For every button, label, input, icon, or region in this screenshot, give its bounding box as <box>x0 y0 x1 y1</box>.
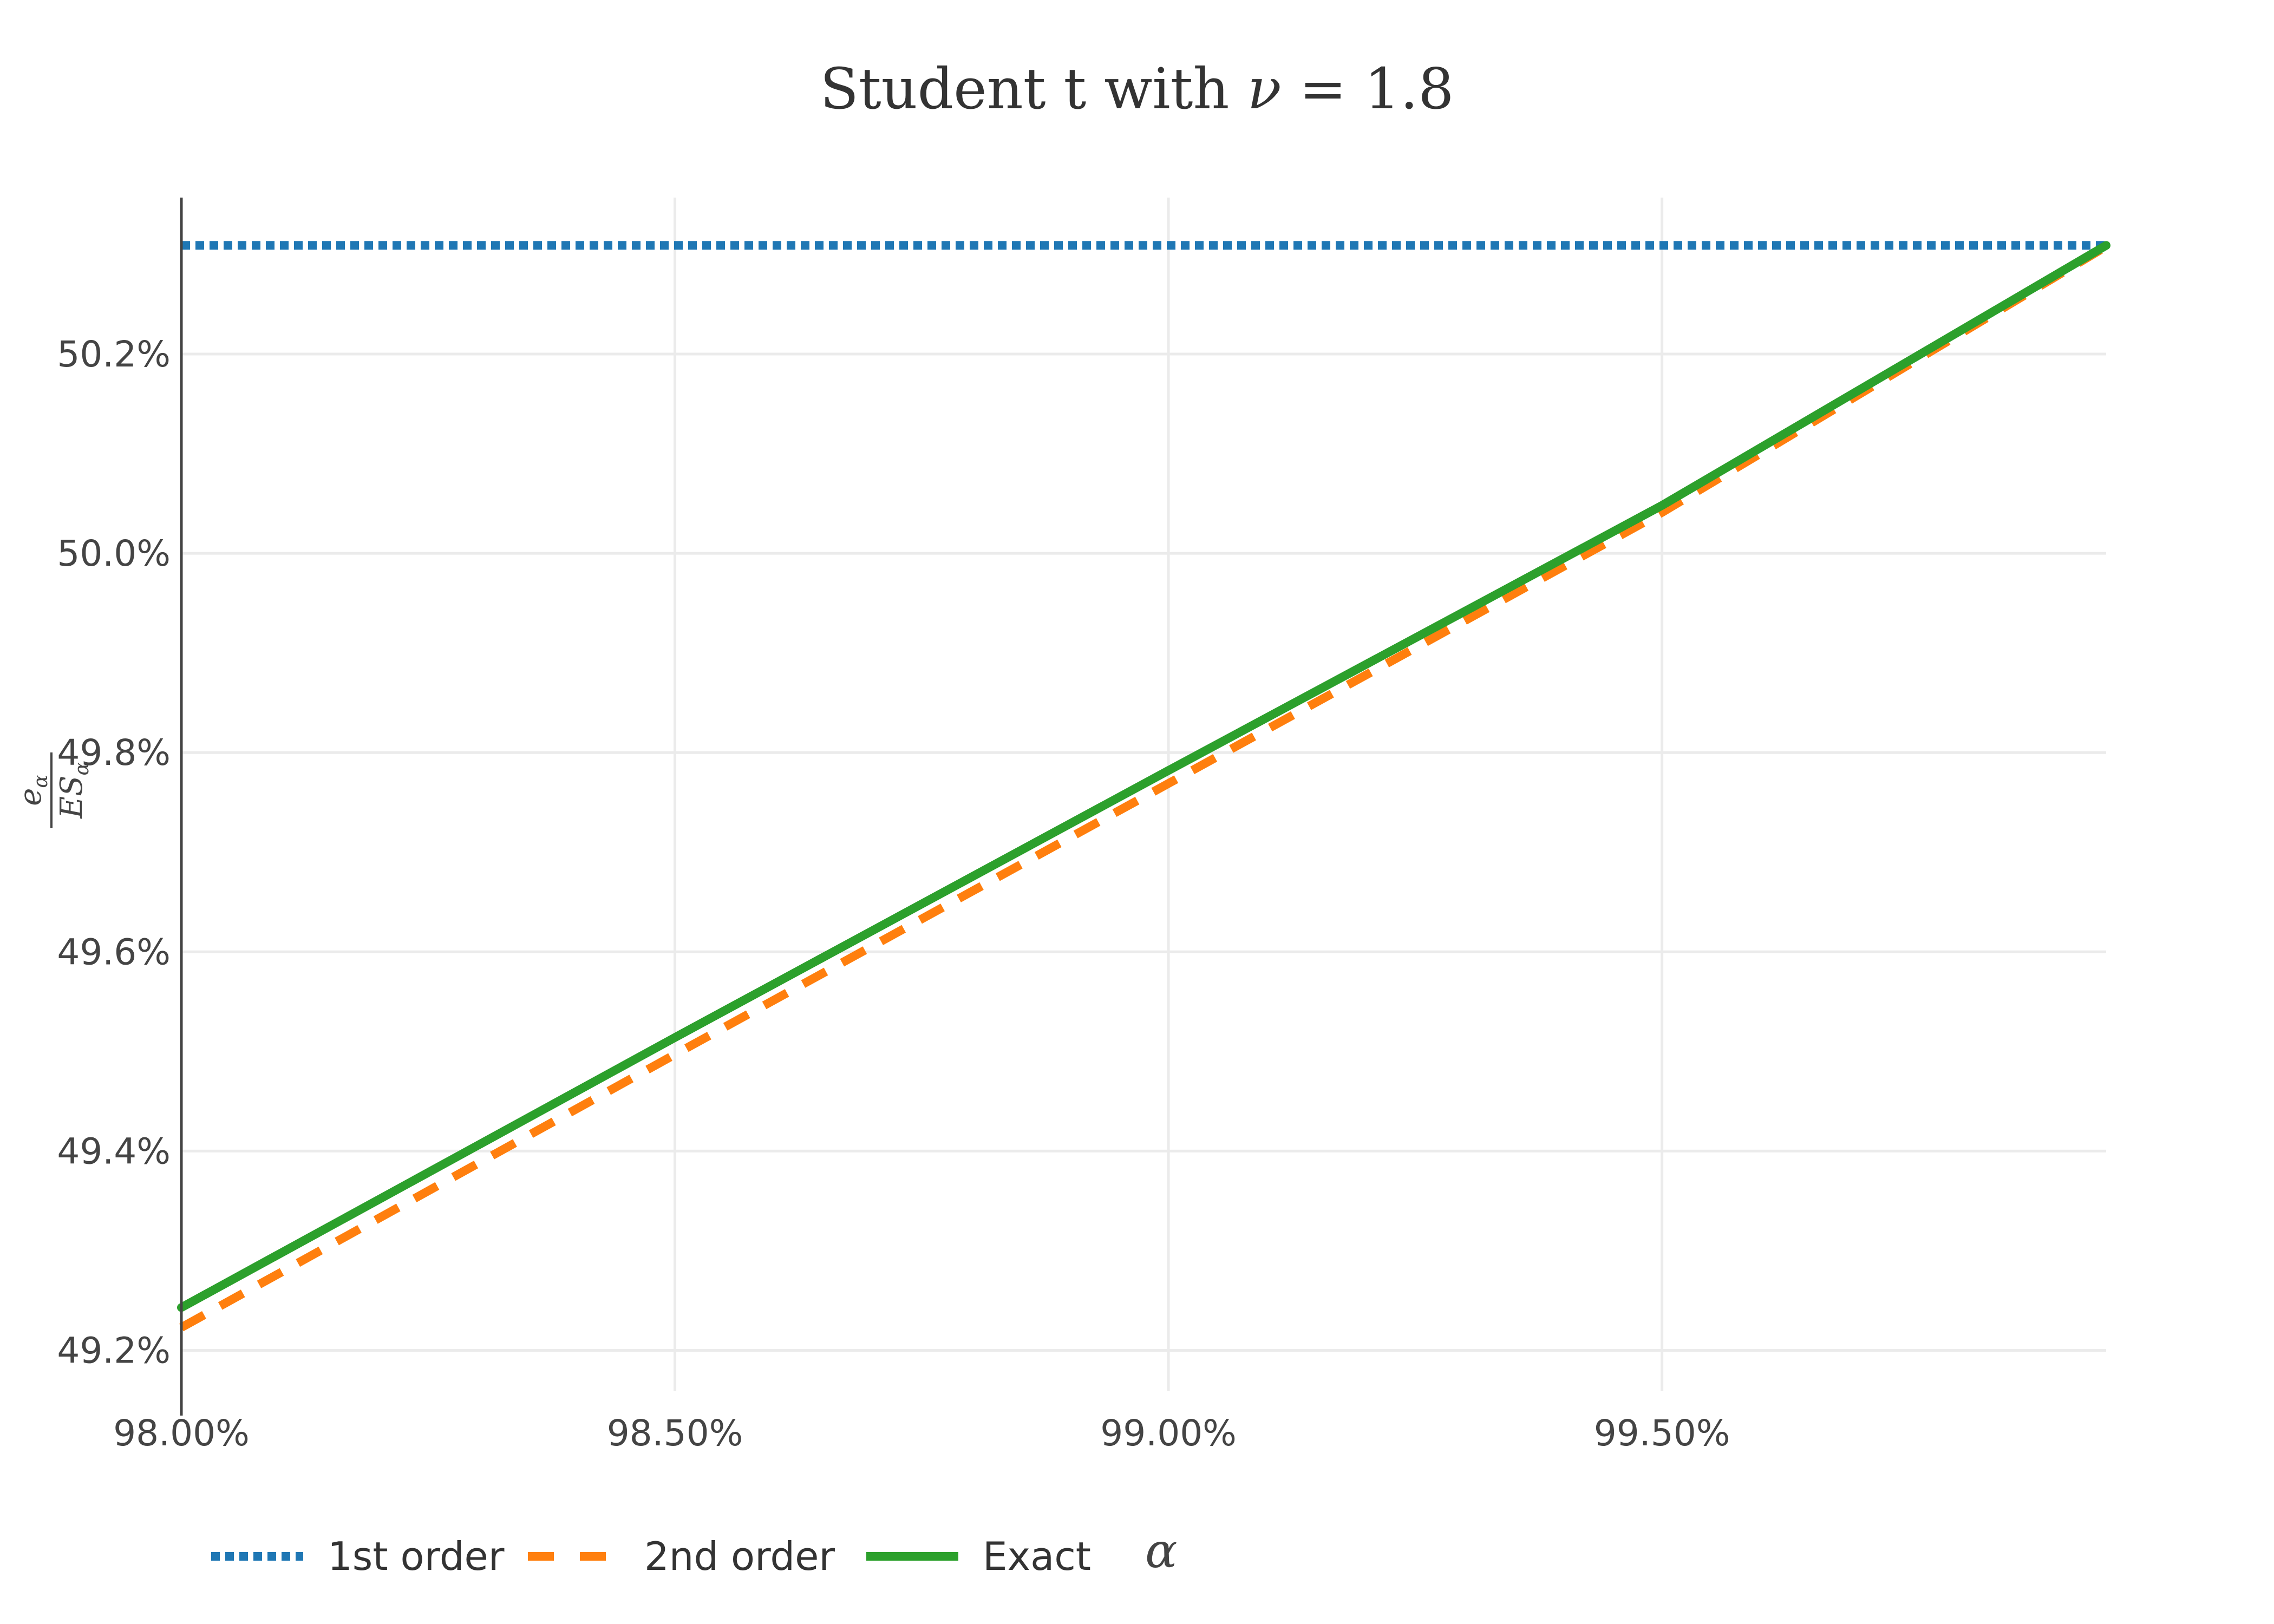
x-axis-title: α <box>1145 1523 1177 1579</box>
x-tick-label: 98.00% <box>113 1412 250 1454</box>
y-tick-label: 49.6% <box>57 931 171 973</box>
legend-label-1st-order: 1st order <box>328 1534 505 1579</box>
y-tick-label: 50.2% <box>57 333 171 375</box>
svg-text:ESα: ESα <box>54 762 93 819</box>
chart-title-suffix: = 1.8 <box>1282 56 1454 122</box>
grid-lines <box>181 198 2106 1391</box>
legend-label-exact: Exact <box>983 1534 1091 1579</box>
x-tick-label: 98.50% <box>607 1412 743 1454</box>
series-line-exact <box>177 241 2110 1312</box>
y-tick-label: 49.4% <box>57 1130 171 1172</box>
y-axis-title-numerator-sub: α <box>30 775 52 788</box>
y-tick-label: 49.8% <box>57 732 171 774</box>
y-axis-title: eα ESα <box>13 752 93 828</box>
x-tick-label: 99.50% <box>1594 1412 1730 1454</box>
y-tick-label: 50.0% <box>57 533 171 574</box>
plot-series <box>177 241 2110 1332</box>
legend-item-2nd-order[interactable]: 2nd order <box>528 1534 835 1579</box>
legend-label-2nd-order: 2nd order <box>644 1534 835 1579</box>
y-axis-title-denominator: ES <box>54 776 89 819</box>
legend: 1st order 2nd order Exact <box>211 1534 1091 1579</box>
legend-item-exact[interactable]: Exact <box>866 1534 1091 1579</box>
series-line-2nd-order <box>179 243 2109 1332</box>
x-tick-label: 99.00% <box>1100 1412 1237 1454</box>
tick-labels: 49.2% 49.4% 49.6% 49.8% 50.0% 50.2% 98.00% 98.5… <box>57 333 1730 1454</box>
y-axis-title-denominator-sub: α <box>71 762 93 775</box>
chart-title-symbol: ν <box>1247 56 1282 122</box>
chart-title: Student t with ν = 1.8 <box>820 56 1454 122</box>
svg-text:eα: eα <box>13 775 52 806</box>
y-tick-label: 49.2% <box>57 1330 171 1372</box>
legend-item-1st-order[interactable]: 1st order <box>211 1534 505 1579</box>
chart-title-prefix: Student t with <box>820 56 1247 122</box>
y-axis-title-numerator: e <box>13 788 48 806</box>
